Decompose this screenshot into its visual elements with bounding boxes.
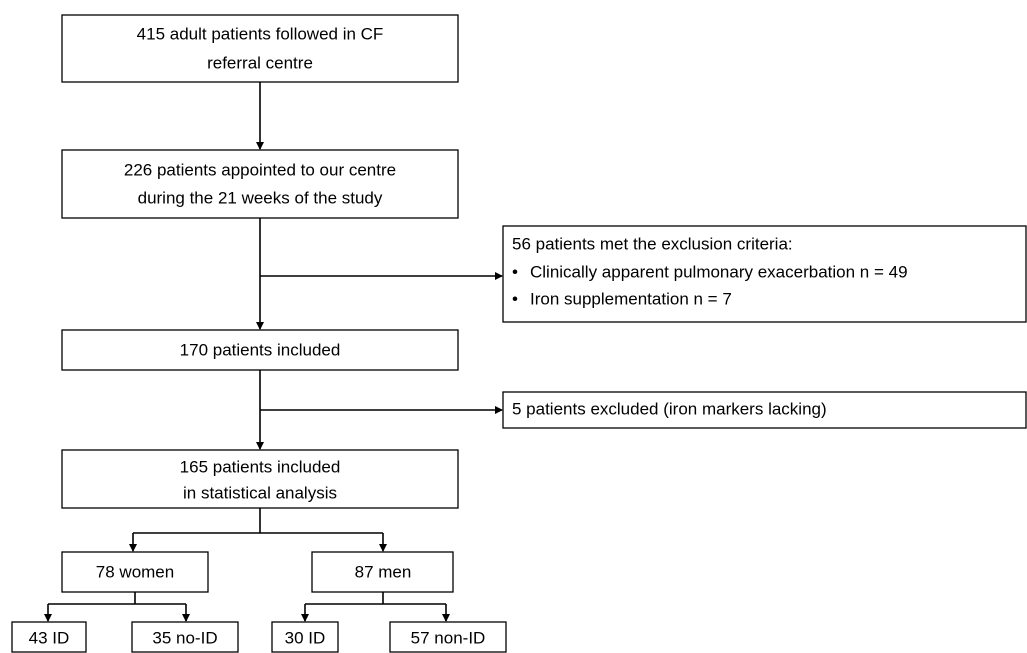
bullet: • <box>512 262 518 281</box>
box <box>311 551 454 593</box>
box <box>502 225 1027 323</box>
node-label: referral centre <box>207 53 313 72</box>
node-label: 78 women <box>96 562 174 581</box>
node: 226 patients appointed to our centre dur… <box>61 149 459 219</box>
exclusion-item: Clinically apparent pulmonary exacerbati… <box>530 262 908 281</box>
node-label: 30 ID <box>285 628 326 647</box>
box <box>131 621 239 653</box>
node-label: 170 patients included <box>180 340 341 359</box>
node: 87 men <box>311 551 454 593</box>
connectors <box>44 82 503 622</box>
node-label: 57 non-ID <box>411 628 486 647</box>
node-label: 43 ID <box>29 628 70 647</box>
box <box>11 621 87 653</box>
node: 415 adult patients followed in CF referr… <box>61 14 459 83</box>
exclusion: 56 patients met the exclusion criteria: … <box>502 225 1027 323</box>
bullet: • <box>512 289 518 308</box>
node-label: 415 adult patients followed in CF <box>137 24 384 43</box>
box <box>502 391 1027 429</box>
node: 30 ID <box>271 621 339 653</box>
box <box>271 621 339 653</box>
node: 43 ID <box>11 621 87 653</box>
node: 165 patients included in statistical ana… <box>61 449 459 509</box>
node: 170 patients included <box>61 329 459 371</box>
node-label: 87 men <box>355 562 412 581</box>
exclusion-title: 56 patients met the exclusion criteria: <box>512 234 793 253</box>
box <box>389 621 507 653</box>
exclusion: 5 patients excluded (iron markers lackin… <box>502 391 1027 429</box>
exclusion-item: Iron supplementation n = 7 <box>530 289 732 308</box>
node: 57 non-ID <box>389 621 507 653</box>
box <box>61 551 209 593</box>
node-label: in statistical analysis <box>183 483 337 502</box>
box <box>61 329 459 371</box>
box <box>61 149 459 219</box>
node-label: 165 patients included <box>180 457 341 476</box>
box <box>61 449 459 509</box>
box <box>61 14 459 83</box>
node-label: during the 21 weeks of the study <box>138 188 383 207</box>
exclusion-title: 5 patients excluded (iron markers lackin… <box>512 399 827 418</box>
node-label: 35 no-ID <box>152 628 217 647</box>
node: 35 no-ID <box>131 621 239 653</box>
node-label: 226 patients appointed to our centre <box>124 160 396 179</box>
node: 78 women <box>61 551 209 593</box>
